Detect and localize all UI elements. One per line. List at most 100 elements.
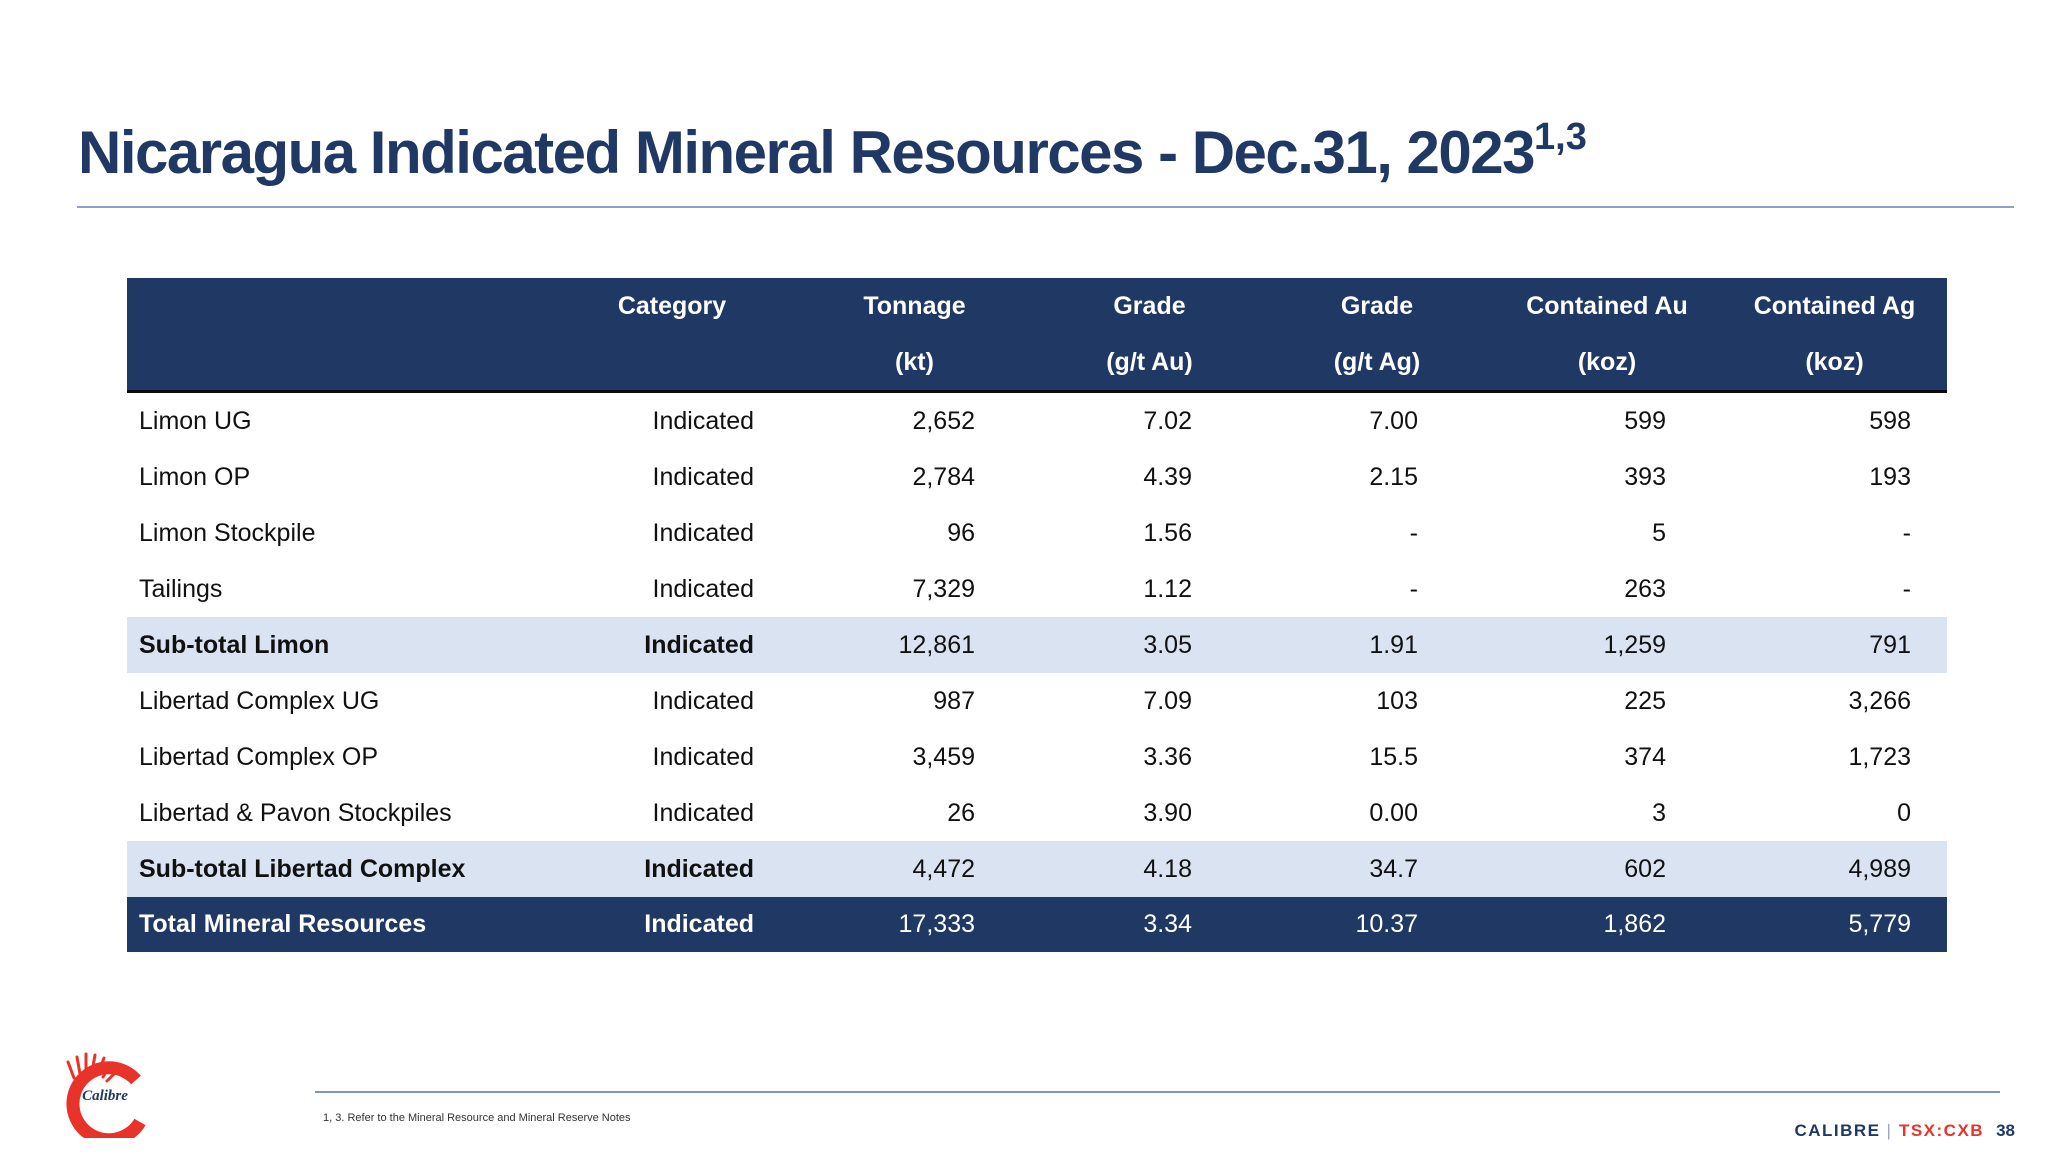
- contained-ag-cell: -: [1902, 518, 1911, 547]
- grade-ag-cell: 0.00: [1369, 798, 1418, 827]
- contained-au-cell: 5: [1652, 518, 1666, 547]
- header-unit: [552, 335, 792, 393]
- tonnage-cell: 7,329: [912, 574, 975, 603]
- table-body: Limon UG Indicated 2,652 7.02 7.00 599 5…: [127, 392, 1947, 952]
- category-cell: Indicated: [552, 617, 792, 673]
- table-row: Libertad & Pavon Stockpiles Indicated 26…: [127, 785, 1947, 841]
- tonnage-cell: 12,861: [792, 617, 1037, 673]
- contained-ag-cell: 1,723: [1848, 742, 1911, 771]
- contained-au-cell: 393: [1624, 462, 1666, 491]
- grade-ag-cell: -: [1409, 518, 1418, 547]
- contained-au-cell: 602: [1492, 841, 1722, 897]
- tonnage-cell: 4,472: [792, 841, 1037, 897]
- row-label: Limon Stockpile: [139, 518, 316, 547]
- grade-au-cell: 3.36: [1143, 742, 1192, 771]
- contained-au-cell: 374: [1624, 742, 1666, 771]
- calibre-logo: Calibre: [66, 1052, 146, 1138]
- contained-au-cell: 1,862: [1492, 897, 1722, 952]
- grade-au-cell: 3.05: [1037, 617, 1262, 673]
- contained-au-cell: 225: [1624, 686, 1666, 715]
- header-unit-contained-au: (koz): [1492, 335, 1722, 393]
- header-cell-contained-ag: Contained Ag: [1722, 278, 1947, 335]
- category-cell: Indicated: [652, 574, 754, 603]
- slide-title: Nicaragua Indicated Mineral Resources - …: [78, 116, 1587, 187]
- grade-ag-cell: 2.15: [1369, 462, 1418, 491]
- contained-ag-cell: 193: [1869, 462, 1911, 491]
- category-cell: Indicated: [652, 798, 754, 827]
- table-row: Libertad Complex OP Indicated 3,459 3.36…: [127, 729, 1947, 785]
- row-label: Libertad & Pavon Stockpiles: [139, 798, 452, 827]
- contained-ag-cell: 5,779: [1722, 897, 1947, 952]
- grade-ag-cell: 1.91: [1262, 617, 1492, 673]
- row-label: Limon OP: [139, 462, 251, 491]
- grade-au-cell: 7.09: [1143, 686, 1192, 715]
- header-unit-tonnage: (kt): [792, 335, 1037, 393]
- subtotal-row: Sub-total Limon Indicated 12,861 3.05 1.…: [127, 617, 1947, 673]
- brand-separator: |: [1886, 1121, 1891, 1140]
- company-name: CALIBRE: [1794, 1121, 1881, 1140]
- stock-ticker: TSX:CXB: [1898, 1121, 1985, 1140]
- contained-au-cell: 263: [1624, 574, 1666, 603]
- category-cell: Indicated: [652, 518, 754, 547]
- table-row: Tailings Indicated 7,329 1.12 - 263 -: [127, 561, 1947, 617]
- tonnage-cell: 17,333: [792, 897, 1037, 952]
- contained-ag-cell: -: [1902, 574, 1911, 603]
- row-label: Total Mineral Resources: [127, 897, 552, 952]
- grade-au-cell: 7.02: [1143, 406, 1192, 435]
- tonnage-cell: 987: [933, 686, 975, 715]
- header-cell: [127, 278, 552, 335]
- grade-au-cell: 3.34: [1037, 897, 1262, 952]
- mineral-resources-table: Category Tonnage Grade Grade Contained A…: [127, 278, 1947, 952]
- tonnage-cell: 3,459: [912, 742, 975, 771]
- grade-ag-cell: 34.7: [1262, 841, 1492, 897]
- row-label: Sub-total Libertad Complex: [127, 841, 552, 897]
- tonnage-cell: 2,652: [912, 406, 975, 435]
- header-unit: [127, 335, 552, 393]
- category-cell: Indicated: [652, 686, 754, 715]
- row-label: Libertad Complex OP: [139, 742, 379, 771]
- header-row-units: (kt) (g/t Au) (g/t Ag) (koz) (koz): [127, 335, 1947, 393]
- logo-wordmark: Calibre: [82, 1088, 128, 1104]
- grade-ag-cell: -: [1409, 574, 1418, 603]
- grade-au-cell: 1.56: [1143, 518, 1192, 547]
- footnote: 1, 3. Refer to the Mineral Resource and …: [323, 1112, 631, 1124]
- tonnage-cell: 2,784: [912, 462, 975, 491]
- contained-au-cell: 1,259: [1492, 617, 1722, 673]
- header-cell-tonnage: Tonnage: [792, 278, 1037, 335]
- header-unit-grade-au: (g/t Au): [1037, 335, 1262, 393]
- table-row: Limon UG Indicated 2,652 7.02 7.00 599 5…: [127, 392, 1947, 450]
- header-cell-grade-ag: Grade: [1262, 278, 1492, 335]
- grade-ag-cell: 10.37: [1262, 897, 1492, 952]
- header-cell-grade-au: Grade: [1037, 278, 1262, 335]
- row-label: Libertad Complex UG: [139, 686, 380, 715]
- table-row: Limon OP Indicated 2,784 4.39 2.15 393 1…: [127, 449, 1947, 505]
- category-cell: Indicated: [652, 742, 754, 771]
- category-cell: Indicated: [652, 406, 754, 435]
- contained-au-cell: 3: [1652, 798, 1666, 827]
- table-header: Category Tonnage Grade Grade Contained A…: [127, 278, 1947, 393]
- table-row: Libertad Complex UG Indicated 987 7.09 1…: [127, 673, 1947, 729]
- tonnage-cell: 26: [947, 798, 975, 827]
- contained-ag-cell: 791: [1722, 617, 1947, 673]
- header-cell-contained-au: Contained Au: [1492, 278, 1722, 335]
- category-cell: Indicated: [652, 462, 754, 491]
- category-cell: Indicated: [552, 897, 792, 952]
- row-label: Sub-total Limon: [127, 617, 552, 673]
- table-row: Limon Stockpile Indicated 96 1.56 - 5 -: [127, 505, 1947, 561]
- tonnage-cell: 96: [947, 518, 975, 547]
- contained-ag-cell: 598: [1869, 406, 1911, 435]
- title-footnote-ref: 1,3: [1534, 116, 1587, 158]
- contained-ag-cell: 4,989: [1722, 841, 1947, 897]
- grade-ag-cell: 103: [1376, 686, 1418, 715]
- title-divider: [77, 206, 2014, 208]
- grade-au-cell: 4.18: [1037, 841, 1262, 897]
- grade-au-cell: 4.39: [1143, 462, 1192, 491]
- category-cell: Indicated: [552, 841, 792, 897]
- page-number: 38: [1996, 1121, 2015, 1140]
- header-unit-grade-ag: (g/t Ag): [1262, 335, 1492, 393]
- header-row-titles: Category Tonnage Grade Grade Contained A…: [127, 278, 1947, 335]
- contained-ag-cell: 3,266: [1848, 686, 1911, 715]
- row-label: Tailings: [139, 574, 223, 603]
- row-label: Limon UG: [139, 406, 252, 435]
- footer-divider: [315, 1091, 2000, 1093]
